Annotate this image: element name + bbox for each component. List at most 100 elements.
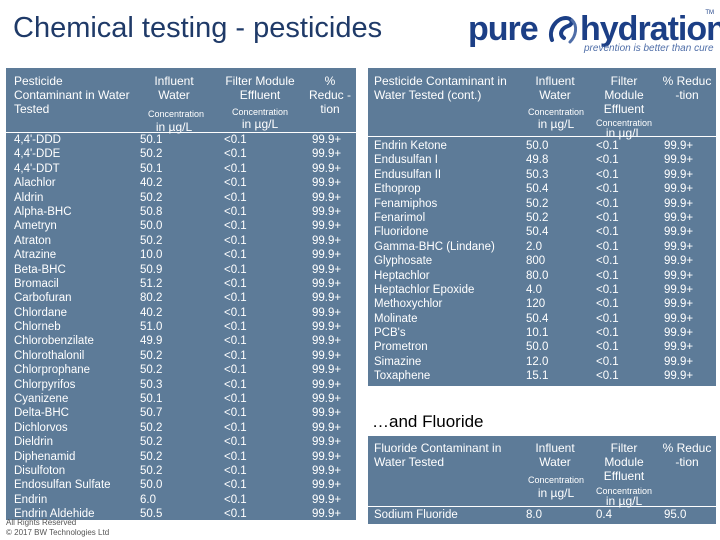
fluoride-header-effluent-unit: in µg/L [605,494,643,508]
table-cell-contaminant: Simazine [374,355,422,368]
table-cell-influent: 50.9 [140,263,163,276]
table-cell-influent: 50.2 [526,211,549,224]
table-cell-influent: 51.0 [140,321,163,334]
table-cell-effluent: <0.1 [224,464,247,477]
table-cell-effluent: <0.1 [224,191,247,204]
table-cell-influent: 50.2 [140,349,163,362]
table-cell-effluent: <0.1 [596,370,619,383]
table-cell-contaminant: Cyanizene [14,393,69,406]
table-cell-contaminant: Carbofuran [14,292,72,305]
left-header-reduction: % Reduc -tion [308,74,352,116]
table-cell-effluent: <0.1 [224,321,247,334]
table-cell-contaminant: Prometron [374,341,428,354]
table-cell-influent: 2.0 [526,240,542,253]
table-cell-influent: 12.0 [526,355,549,368]
table-cell-contaminant: Fenarimol [374,211,426,224]
left-table-panel: Pesticide Contaminant in Water Tested In… [6,68,356,520]
table-cell-contaminant: Beta-BHC [14,263,66,276]
table-cell-influent: 10.1 [526,327,549,340]
right-header-divider [368,136,716,137]
right-header-influent: Influent Water [535,74,575,102]
table-cell-effluent: <0.1 [224,335,247,348]
table-cell-effluent: <0.1 [596,298,619,311]
right-header-effluent-unit: in µg/L [605,126,643,140]
table-cell-influent: 51.2 [140,277,163,290]
left-header-contaminant: Pesticide Contaminant in Water Tested [14,74,130,116]
table-cell-contaminant: Alpha-BHC [14,205,72,218]
left-names-column: 4,4'-DDD 4,4'-DDE 4,4'-DDT Alachlor Aldrin Al… [14,133,111,522]
table-cell-contaminant: Gamma-BHC (Lindane) [374,240,495,253]
table-cell-contaminant: Endusulfan II [374,168,442,181]
table-cell-reduction: 99.9+ [312,508,342,521]
table-cell-contaminant: Aldrin [14,191,44,204]
table-cell-influent: 50.2 [140,148,163,161]
table-cell-effluent: <0.1 [596,255,619,268]
table-cell-influent: 120 [526,298,546,311]
table-cell-contaminant: 4,4'-DDE [14,148,61,161]
table-cell-effluent: <0.1 [224,148,247,161]
fluoride-header-effluent-conc: Concentration [595,486,653,496]
left-influent-column: 50.1 50.2 50.1 40.2 50.2 50.8 50.0 50.2 10.0 50.9… [140,133,162,522]
table-cell-reduction: 99.9+ [312,263,342,276]
table-cell-reduction: 99.9+ [312,393,342,406]
table-cell-influent: 50.2 [140,464,163,477]
table-cell-reduction: 99.9+ [312,421,342,434]
table-cell-reduction: 99.9+ [664,370,694,383]
table-cell-reduction: 99.9+ [312,277,342,290]
table-cell-contaminant: Atrazine [14,249,57,262]
table-cell-reduction: 99.9+ [312,335,342,348]
table-cell-effluent: <0.1 [224,249,247,262]
table-cell-influent: 50.0 [140,220,163,233]
table-cell-reduction: 99.9+ [664,140,694,152]
table-cell-contaminant: 4,4'-DDD [14,134,61,146]
table-cell-contaminant: Endrin Aldehide [14,508,95,521]
table-cell-contaminant: Glyphosate [374,255,433,268]
footer-copyright: © 2017 BW Technologies Ltd [6,528,110,537]
table-cell-effluent: <0.1 [224,479,247,492]
table-cell-influent: 40.2 [140,306,163,319]
table-cell-contaminant: Delta-BHC [14,407,69,420]
table-cell-effluent: <0.1 [224,364,247,377]
table-cell-contaminant: Methoxychlor [374,298,443,311]
left-header-divider [6,132,356,133]
table-cell-influent: 50.4 [526,312,549,325]
table-cell-reduction: 99.9+ [664,298,694,311]
table-cell-reduction: 99.9+ [664,283,694,296]
fluoride-row-effluent: 0.4 [596,509,612,521]
right-reduction-column: 99.9+ 99.9+ 99.9+ 99.9+ 99.9+ 99.9+ 99.9+ 99.9+… [664,139,693,384]
table-cell-contaminant: Diphenamid [14,450,76,463]
table-cell-reduction: 99.9+ [664,211,694,224]
table-cell-contaminant: Disulfoton [14,464,66,477]
table-cell-contaminant: Dieldrin [14,436,53,449]
table-cell-effluent: <0.1 [224,450,247,463]
table-cell-influent: 50.1 [140,162,163,175]
table-cell-reduction: 99.9+ [664,255,694,268]
right-header-contaminant: Pesticide Contaminant in Water Tested (c… [374,74,507,102]
table-cell-reduction: 99.9+ [312,479,342,492]
table-cell-influent: 50.1 [140,134,163,146]
right-header-influent-unit: in µg/L [537,117,575,131]
right-effluent-column: <0.1 <0.1 <0.1 <0.1 <0.1 <0.1 <0.1 <0.1 <0.1 <0.1… [596,139,619,384]
table-cell-effluent: <0.1 [596,211,619,224]
table-cell-reduction: 99.9+ [312,364,342,377]
table-cell-reduction: 99.9+ [312,177,342,190]
table-cell-effluent: <0.1 [596,168,619,181]
table-cell-effluent: <0.1 [596,240,619,253]
logo-tagline: prevention is better than cure [584,43,714,54]
table-cell-effluent: <0.1 [596,312,619,325]
table-cell-effluent: <0.1 [224,234,247,247]
right-influent-column: 50.0 49.8 50.3 50.4 50.2 50.2 50.4 2.0 800 80.0 4.… [526,139,548,384]
table-cell-reduction: 99.9+ [664,269,694,282]
fluoride-table-panel: Fluoride Contaminant in Water Tested Inf… [368,436,716,524]
table-cell-reduction: 99.9+ [664,327,694,340]
table-cell-reduction: 99.9+ [312,205,342,218]
table-cell-contaminant: Bromacil [14,277,59,290]
table-cell-contaminant: Endrin Ketone [374,140,447,152]
table-cell-contaminant: Atraton [14,234,52,247]
table-cell-contaminant: Heptachlor Epoxide [374,283,475,296]
table-cell-effluent: <0.1 [224,378,247,391]
table-cell-effluent: <0.1 [596,197,619,210]
company-logo: pure hydration prevention is better than… [468,10,720,56]
table-cell-reduction: 99.9+ [664,355,694,368]
table-cell-reduction: 99.9+ [664,183,694,196]
